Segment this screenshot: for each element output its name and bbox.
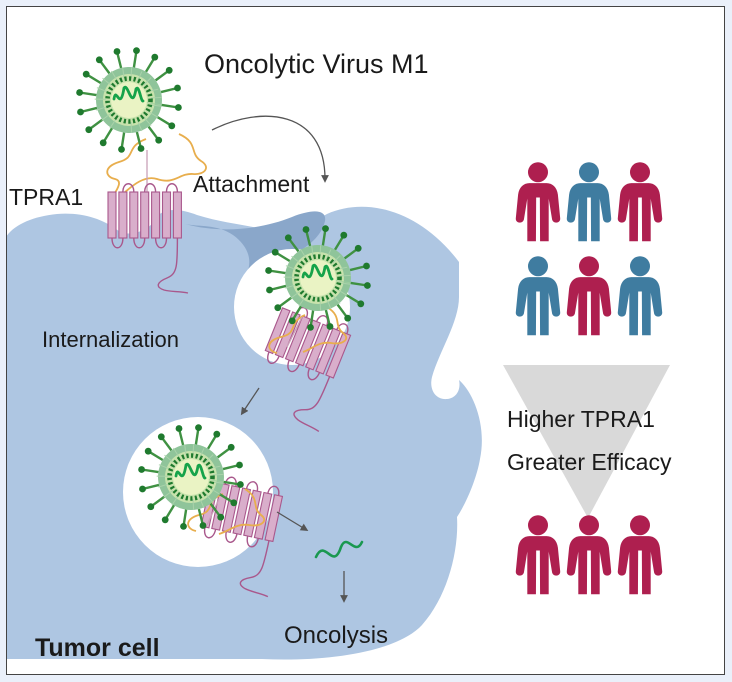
svg-text:Attachment: Attachment: [193, 171, 310, 197]
svg-text:Higher TPRA1: Higher TPRA1: [507, 406, 655, 432]
svg-text:Greater Efficacy: Greater Efficacy: [507, 449, 672, 475]
svg-text:TPRA1: TPRA1: [9, 184, 83, 210]
svg-text:Internalization: Internalization: [42, 327, 179, 352]
svg-text:Tumor cell: Tumor cell: [35, 634, 160, 662]
svg-text:Oncolytic Virus M1: Oncolytic Virus M1: [204, 49, 429, 79]
svg-text:Oncolysis: Oncolysis: [284, 622, 388, 649]
